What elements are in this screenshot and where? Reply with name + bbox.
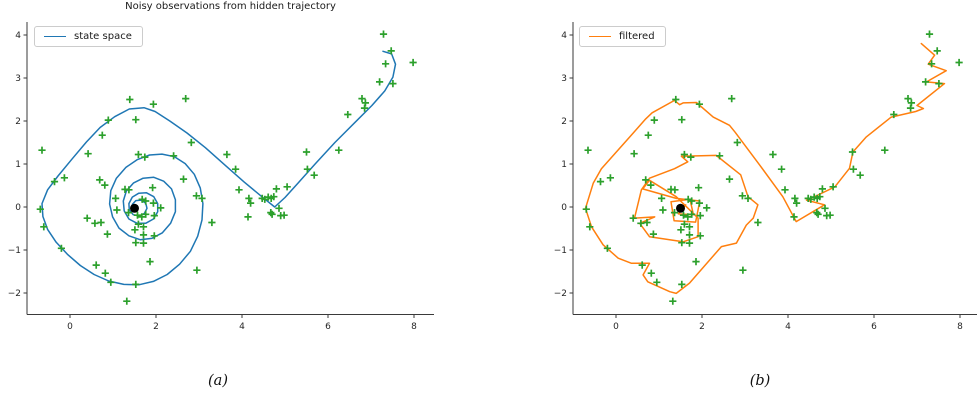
origin-dot-marker: [130, 203, 139, 213]
filtered-legend-label: filtered: [619, 31, 655, 42]
y-tick-label: −1: [554, 246, 567, 256]
plot-a-title: Noisy observations from hidden trajector…: [125, 1, 336, 12]
y-tick-label: 1: [561, 160, 567, 170]
caption-b: (b): [749, 373, 771, 389]
y-tick-label: 2: [561, 117, 567, 127]
x-tick-label: 0: [67, 322, 73, 332]
y-tick-label: 0: [15, 203, 21, 213]
state-space-legend-label: state space: [74, 31, 132, 42]
y-tick-label: 3: [15, 74, 21, 84]
plot-a-canvas: 0 2 4 6 8 −2 −1 0 1 2 3 4: [8, 22, 434, 332]
x-tick-label: 6: [871, 322, 877, 332]
y-tick-label: −2: [554, 289, 567, 299]
state-space-line-swatch: [44, 36, 66, 37]
y-tick-label: 2: [15, 117, 21, 127]
filtered-line-swatch: [589, 36, 611, 37]
observation-plus-markers: [36, 30, 417, 305]
observation-plus-markers: [582, 30, 963, 305]
y-tick-label: 0: [561, 203, 567, 213]
x-tick-label: 6: [325, 322, 331, 332]
state-space-trajectory-line: [41, 50, 397, 286]
y-tick-label: 4: [15, 31, 21, 41]
x-tick-label: 2: [699, 322, 705, 332]
y-tick-label: −1: [8, 246, 21, 256]
y-tick-label: 4: [561, 31, 567, 41]
plot-b-legend: filtered: [579, 26, 666, 47]
x-tick-label: 4: [785, 322, 791, 332]
x-tick-label: 8: [411, 322, 417, 332]
filtered-trajectory-line: [584, 42, 947, 295]
x-tick-label: 2: [153, 322, 159, 332]
y-tick-label: 3: [561, 74, 567, 84]
x-tick-label: 4: [239, 322, 245, 332]
y-tick-label: 1: [15, 160, 21, 170]
caption-a: (a): [208, 373, 228, 389]
y-tick-label: −2: [8, 289, 21, 299]
x-tick-label: 8: [957, 322, 963, 332]
origin-dot-marker: [676, 203, 685, 213]
plot-a-legend: state space: [34, 26, 143, 47]
x-tick-label: 0: [613, 322, 619, 332]
plot-b-canvas: 0 2 4 6 8 −2 −1 0 1 2 3 4: [554, 22, 977, 332]
